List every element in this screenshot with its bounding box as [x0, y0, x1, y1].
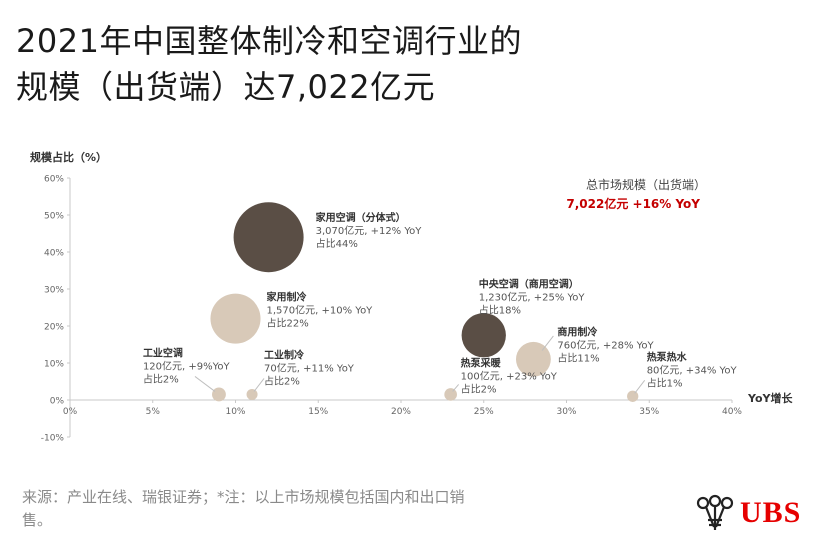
ubs-logo-text: UBS [740, 496, 802, 529]
x-tick-label: 40% [722, 407, 742, 417]
bubble-point [212, 387, 226, 402]
y-tick-label: 50% [44, 212, 64, 222]
bubble-point [233, 202, 304, 273]
total-market-value: 7,022亿元 +16% YoY [566, 196, 700, 211]
bubble-name-label: 家用空调（分体式） [316, 211, 406, 224]
bubble-detail-label: 80亿元, +34% YoY [647, 363, 738, 376]
bubble-share-label: 占比22% [267, 317, 309, 330]
y-tick-label: 40% [44, 249, 64, 259]
bubble-detail-label: 760亿元, +28% YoY [557, 338, 654, 351]
bubble-name-label: 工业空调 [143, 346, 183, 359]
bubble-share-label: 占比11% [557, 351, 599, 364]
x-tick-label: 20% [391, 407, 411, 417]
title-line-1: 2021年中国整体制冷和空调行业的 [16, 22, 522, 60]
bubble-point [444, 388, 457, 401]
bubble-chart: 规模占比（%） YoY增长 -10% 0% 10% 20% 30% 40% 50% 60% 0… [30, 150, 793, 444]
ubs-keys-icon [696, 494, 734, 530]
bubble-leader-line [253, 378, 265, 392]
x-tick-label: 0% [63, 407, 78, 417]
title-line-2: 规模（出货端）达7,022亿元 [16, 68, 436, 106]
y-tick-label: 0% [50, 397, 65, 407]
bubble-leader-line [452, 384, 460, 392]
bubble-detail-label: 1,230亿元, +25% YoY [479, 290, 586, 303]
bubble-name-label: 工业制冷 [264, 348, 304, 361]
bubble-detail-label: 1,570亿元, +10% YoY [267, 304, 374, 317]
bubble-share-label: 占比2% [143, 372, 179, 385]
x-tick-label: 35% [639, 407, 659, 417]
y-tick-label: -10% [41, 434, 65, 444]
bubble-share-label: 占比44% [316, 237, 358, 250]
y-tick-label: 10% [44, 360, 64, 370]
bubble-leader-line [194, 376, 216, 392]
bubble-detail-label: 120亿元, +9%YoY [143, 359, 231, 372]
x-tick-label: 5% [146, 407, 161, 417]
source-footnote: 来源：产业在线、瑞银证券；*注：以上市场规模包括国内和出口销售。 [22, 488, 465, 529]
bubble-name-label: 热泵热水 [647, 350, 688, 363]
bubble-share-label: 占比2% [264, 374, 300, 387]
bubble-detail-label: 3,070亿元, +12% YoY [316, 224, 423, 237]
bubble-point [246, 388, 258, 400]
bubble-point [627, 390, 639, 402]
x-tick-label: 25% [474, 407, 494, 417]
bubble-name-label: 中央空调（商用空调） [479, 277, 579, 290]
bubble-name-label: 商用制冷 [557, 325, 597, 338]
total-market-label: 总市场规模（出货端） [586, 177, 706, 192]
x-tick-label: 15% [308, 407, 328, 417]
bubble-name-label: 家用制冷 [267, 291, 307, 304]
bubble-detail-label: 70亿元, +11% YoY [264, 361, 355, 374]
x-tick-label: 10% [225, 407, 245, 417]
y-tick-label: 60% [44, 175, 64, 185]
bubble-share-label: 占比1% [647, 376, 683, 389]
bubble-point [210, 293, 261, 344]
y-tick-label: 20% [44, 323, 64, 333]
bubble-point [461, 313, 506, 358]
y-axis-label: 规模占比（%） [30, 150, 107, 164]
bubble-leader-line [541, 335, 554, 351]
bubble-share-label: 占比2% [461, 382, 497, 395]
page-title: 2021年中国整体制冷和空调行业的 规模（出货端）达7,022亿元 [16, 18, 656, 110]
bubble-name-label: 热泵采暖 [461, 356, 502, 369]
x-axis-label: YoY增长 [747, 391, 793, 405]
bubble-share-label: 占比18% [479, 303, 521, 316]
y-tick-label: 30% [44, 286, 64, 296]
bubble-leader-line [634, 379, 646, 394]
x-tick-label: 30% [556, 407, 576, 417]
ubs-logo: UBS [694, 494, 814, 534]
bubble-detail-label: 100亿元, +23% YoY [461, 369, 558, 382]
